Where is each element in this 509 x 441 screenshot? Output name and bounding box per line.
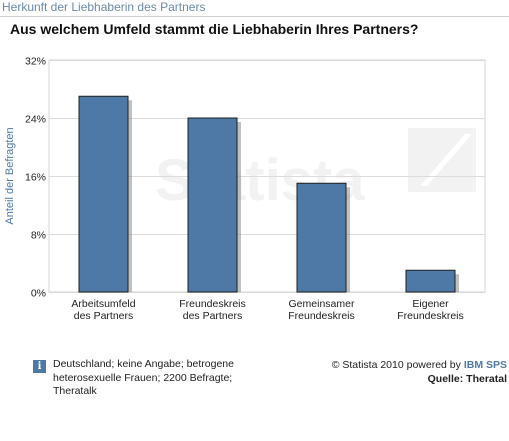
x-tick-label: Arbeitsumfeld des Partners [71, 298, 135, 322]
footer-note: Deutschland; keine Angabe; betrogene het… [53, 358, 234, 397]
plot-frame [48, 59, 486, 293]
x-tick-label: Gemeinsamer Freundeskreis [288, 298, 355, 322]
y-axis-label: Anteil der Befragten [4, 127, 16, 224]
header-title: Herkunft der Liebhaberin des Partners [2, 0, 206, 14]
page-header: Herkunft der Liebhaberin des Partners [0, 0, 509, 17]
bar[interactable] [405, 269, 456, 293]
axes [48, 59, 486, 293]
y-tick-label: 32% [25, 56, 46, 68]
chart-title: Aus welchem Umfeld stammt die Liebhaberi… [10, 21, 419, 37]
bars [78, 95, 459, 293]
info-icon[interactable]: i [33, 360, 46, 373]
copyright-line: © Statista 2010 powered by IBM SPS [332, 358, 507, 372]
watermark-logo-slash [420, 134, 472, 186]
bar[interactable] [187, 117, 238, 293]
y-tick-label: 16% [25, 172, 46, 184]
bar[interactable] [78, 95, 129, 293]
y-tick-label: 24% [25, 114, 46, 126]
copyright-text: © Statista 2010 powered by [331, 359, 461, 371]
footer-credits: © Statista 2010 powered by IBM SPS Quell… [332, 358, 507, 386]
brand-link[interactable]: IBM SPS [463, 359, 507, 371]
source-text: Quelle: Theratal [427, 373, 507, 385]
x-tick-label: Eigener Freundeskreis [397, 298, 464, 322]
y-tick-label: 8% [31, 230, 46, 242]
labels: 0% 8% 16% 24% 32% Arbeitsumfeld des Partners Fr… [25, 56, 464, 323]
x-tick-label: Freundeskreis des Partners [179, 298, 246, 322]
bar-chart: Statista 0%8%16%24%32%Arbeitsumfeld des P… [4, 56, 486, 323]
y-tick-label: 0% [31, 288, 46, 300]
bar[interactable] [296, 182, 347, 293]
